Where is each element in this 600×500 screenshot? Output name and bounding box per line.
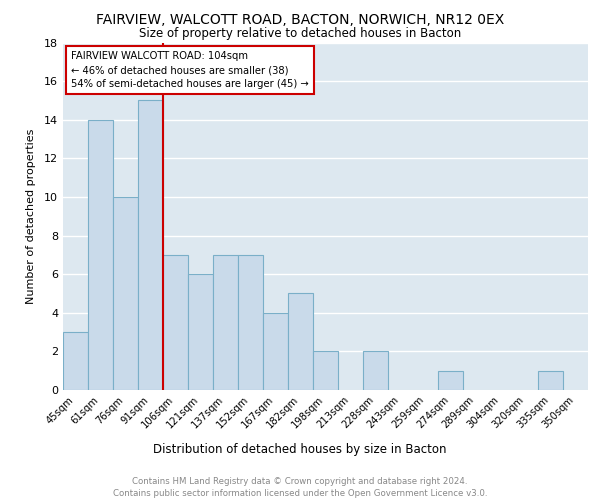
Bar [538, 370, 563, 390]
Bar [213, 255, 238, 390]
Text: FAIRVIEW, WALCOTT ROAD, BACTON, NORWICH, NR12 0EX: FAIRVIEW, WALCOTT ROAD, BACTON, NORWICH,… [96, 12, 504, 26]
Text: Contains HM Land Registry data © Crown copyright and database right 2024.
Contai: Contains HM Land Registry data © Crown c… [113, 476, 487, 498]
Bar [113, 197, 138, 390]
Text: Distribution of detached houses by size in Bacton: Distribution of detached houses by size … [153, 442, 447, 456]
Bar [238, 255, 263, 390]
Text: Size of property relative to detached houses in Bacton: Size of property relative to detached ho… [139, 28, 461, 40]
Bar [63, 332, 88, 390]
Y-axis label: Number of detached properties: Number of detached properties [26, 128, 35, 304]
Bar [88, 120, 113, 390]
Bar [438, 370, 463, 390]
Bar [313, 352, 338, 390]
Bar [363, 352, 388, 390]
Bar [163, 255, 188, 390]
Text: FAIRVIEW WALCOTT ROAD: 104sqm
← 46% of detached houses are smaller (38)
54% of s: FAIRVIEW WALCOTT ROAD: 104sqm ← 46% of d… [71, 51, 308, 89]
Bar [138, 100, 163, 390]
Bar [263, 313, 288, 390]
Bar [288, 294, 313, 390]
Bar [188, 274, 213, 390]
